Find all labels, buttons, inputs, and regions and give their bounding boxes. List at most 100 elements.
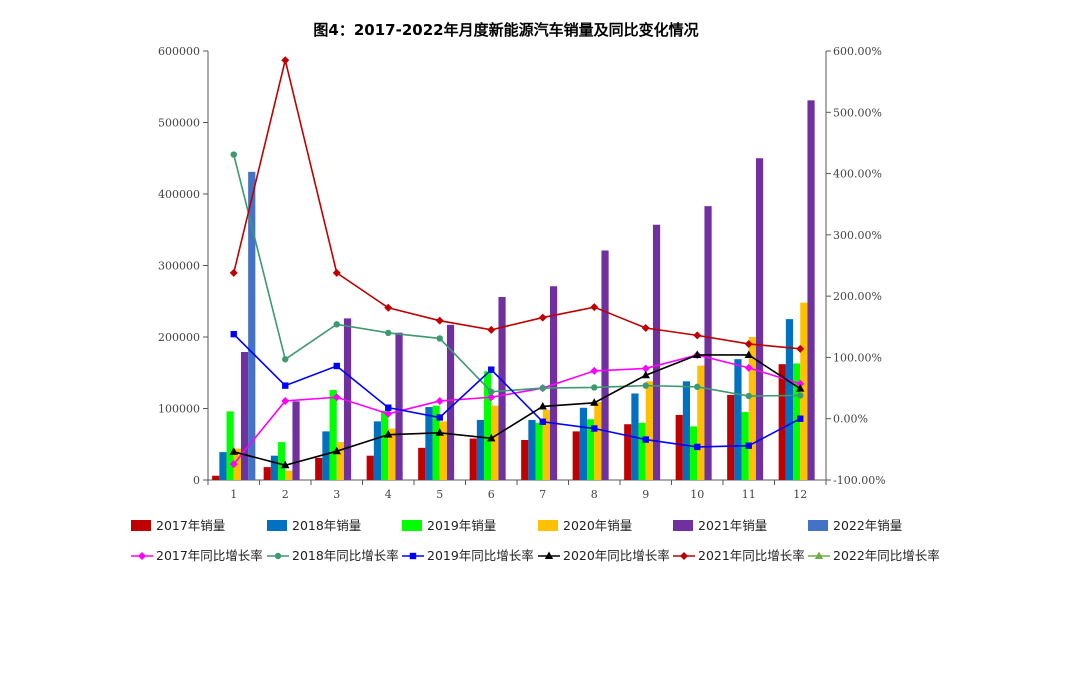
point-2017 xyxy=(744,363,753,372)
bar-2017-3 xyxy=(315,457,323,480)
point-2019 xyxy=(642,436,649,443)
right-tick-label: -100.00% xyxy=(833,474,886,487)
bar-2017-6 xyxy=(469,438,477,480)
bar-2020-5 xyxy=(439,421,447,480)
point-2021 xyxy=(332,268,341,277)
legend-marker xyxy=(680,552,688,560)
point-2018 xyxy=(333,321,340,328)
legend-marker xyxy=(544,551,554,559)
bar-2019-5 xyxy=(432,405,440,480)
point-2018 xyxy=(230,151,237,158)
point-2019 xyxy=(436,414,443,421)
x-tick-label: 2 xyxy=(282,488,289,501)
x-tick-label: 9 xyxy=(642,488,649,501)
bar-2020-9 xyxy=(645,381,653,480)
bar-2021-4 xyxy=(395,332,403,480)
bar-2019-3 xyxy=(329,389,337,480)
point-2018 xyxy=(797,392,804,399)
point-2020 xyxy=(281,460,290,469)
bar-2021-11 xyxy=(755,158,764,480)
legend: 2017年销量 2018年销量 2019年销量 2020年销量 2021年销量 2022年… xyxy=(131,518,940,563)
point-2020 xyxy=(590,398,599,406)
point-2020 xyxy=(641,370,650,379)
legend-marker xyxy=(274,552,282,560)
point-2018 xyxy=(694,383,701,391)
legend-label-bar: 2018年销量 xyxy=(292,518,361,533)
line-2019 xyxy=(233,333,801,448)
point-2017 xyxy=(796,379,805,388)
bar-2018-10 xyxy=(682,381,691,480)
point-2017 xyxy=(384,409,393,418)
bar-2021-7 xyxy=(549,286,558,480)
left-tick-label: 0 xyxy=(193,474,200,487)
bar-2020-4 xyxy=(388,428,396,480)
legend-swatch-bar xyxy=(538,520,558,531)
point-2017 xyxy=(435,396,444,405)
right-tick-label: 200.00% xyxy=(833,290,882,303)
right-tick-label: 400.00% xyxy=(833,168,882,181)
right-tick-label: 300.00% xyxy=(833,229,882,242)
point-2021 xyxy=(744,339,753,348)
x-tick-label: 7 xyxy=(539,488,546,501)
point-2020 xyxy=(332,446,341,455)
bar-2021-1 xyxy=(240,352,249,480)
left-tick-label: 200000 xyxy=(158,331,200,344)
point-2019 xyxy=(385,404,392,411)
bar-2021-12 xyxy=(807,100,815,481)
x-tick-label: 11 xyxy=(742,488,756,501)
bar-2021-3 xyxy=(343,318,352,480)
bar-2017-11 xyxy=(727,394,735,480)
right-tick-label: 500.00% xyxy=(833,106,882,119)
bar-2019-9 xyxy=(638,422,646,480)
point-2019 xyxy=(694,443,701,451)
bar-2020-3 xyxy=(336,442,344,480)
point-2021 xyxy=(693,331,702,340)
bar-2017-1 xyxy=(212,475,220,480)
point-2021 xyxy=(641,324,650,333)
point-2017 xyxy=(487,393,496,402)
point-2017 xyxy=(590,366,599,375)
point-2018 xyxy=(642,382,649,389)
point-2018 xyxy=(591,384,598,391)
bar-2020-7 xyxy=(542,409,550,480)
bars xyxy=(212,100,815,481)
legend-swatch-bar xyxy=(673,520,693,531)
bar-2021-2 xyxy=(292,401,300,480)
bar-2019-6 xyxy=(484,371,492,480)
point-2020 xyxy=(744,350,753,358)
bar-2018-2 xyxy=(270,455,279,480)
left-tick-label: 400000 xyxy=(158,188,200,201)
legend-marker xyxy=(814,551,824,559)
point-2019 xyxy=(282,382,289,389)
x-tick-label: 12 xyxy=(793,488,807,501)
point-2021 xyxy=(487,325,496,334)
right-tick-label: 0.00% xyxy=(833,413,868,426)
point-2018 xyxy=(745,392,752,400)
bar-2019-10 xyxy=(690,426,698,480)
bar-2019-12 xyxy=(793,363,801,480)
bar-2021-8 xyxy=(601,250,609,480)
legend-label-line: 2021年同比增长率 xyxy=(698,548,805,563)
legend-swatch-bar xyxy=(131,520,151,531)
x-tick-label: 5 xyxy=(436,488,443,501)
bar-2020-11 xyxy=(748,337,756,480)
point-2021 xyxy=(435,316,444,325)
point-2019 xyxy=(333,362,340,370)
bar-2019-8 xyxy=(587,419,595,480)
bar-2017-7 xyxy=(521,439,529,480)
x-tick-label: 3 xyxy=(333,488,340,501)
point-2019 xyxy=(539,418,546,425)
point-2021 xyxy=(796,344,805,353)
bar-2019-4 xyxy=(381,410,389,480)
x-tick-label: 8 xyxy=(591,488,598,501)
bar-2019-1 xyxy=(226,411,234,480)
legend-swatch-bar xyxy=(808,520,828,531)
line-2020 xyxy=(233,354,801,467)
chart-title: 图4：2017-2022年月度新能源汽车销量及同比变化情况 xyxy=(313,21,698,39)
legend-label-bar: 2020年销量 xyxy=(563,518,632,533)
x-tick-label: 6 xyxy=(488,488,495,501)
line-2018 xyxy=(232,154,801,397)
bar-2021-6 xyxy=(498,296,506,480)
x-tick-label: 1 xyxy=(230,488,237,501)
